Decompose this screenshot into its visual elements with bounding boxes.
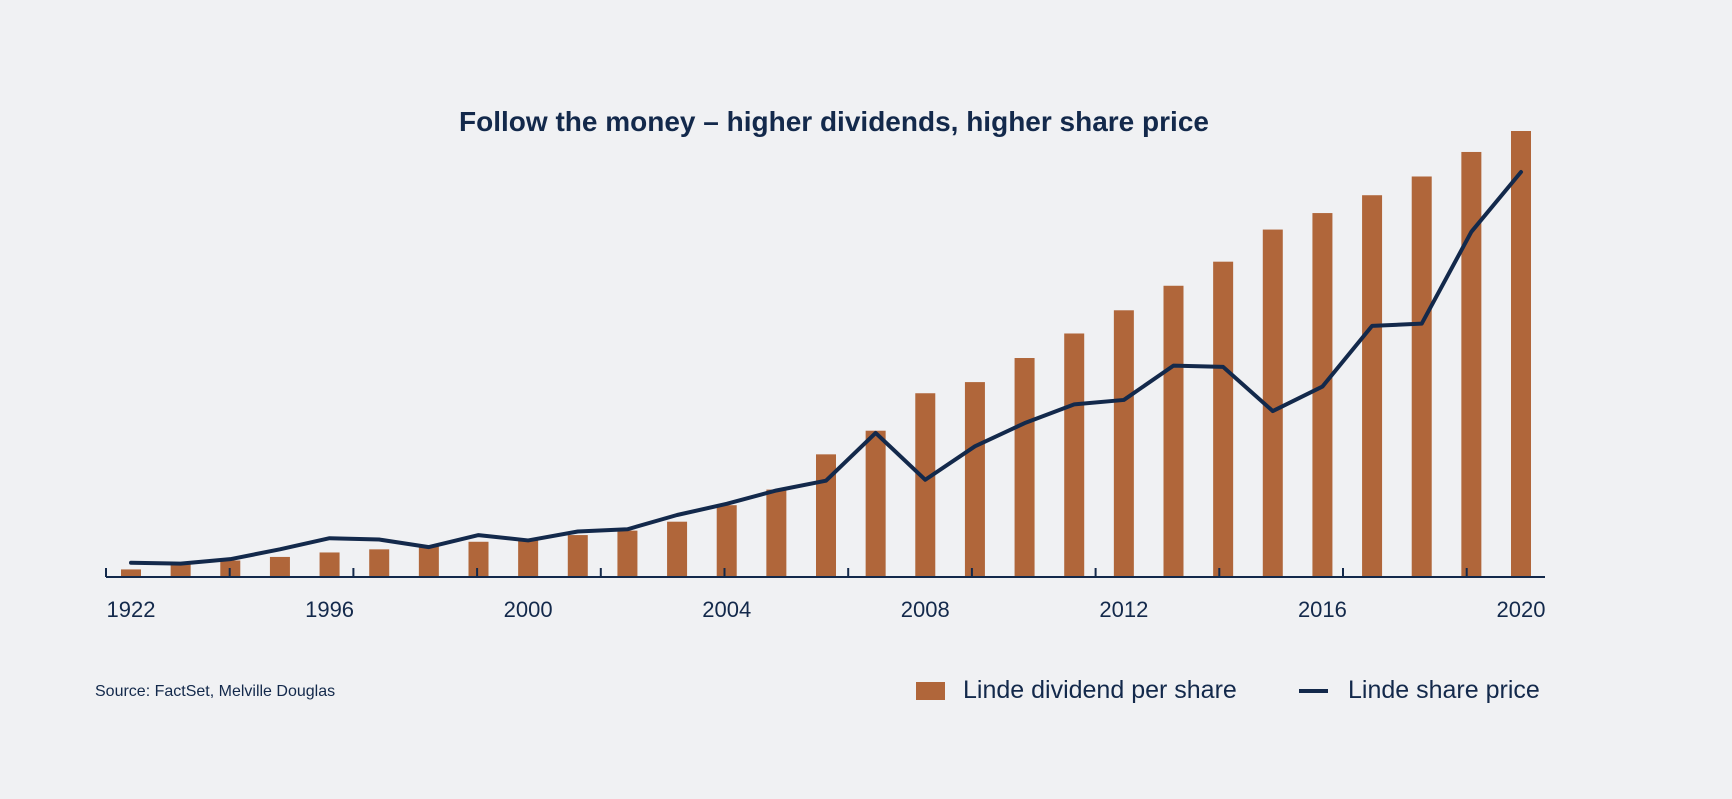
bar-2010 (1014, 358, 1035, 577)
legend-line-swatch (1299, 688, 1328, 693)
bar-2000 (518, 539, 539, 577)
bar-2017 (1362, 195, 1383, 577)
bar-2019 (1461, 151, 1482, 577)
bar-2008 (915, 393, 936, 577)
bar-2007 (865, 430, 886, 577)
bar-2013 (1163, 285, 1184, 577)
bar-2001 (567, 535, 588, 577)
x-tick-label: 2012 (1099, 597, 1148, 622)
x-tick-label: 1996 (305, 597, 354, 622)
x-tick-label: 2004 (702, 597, 751, 622)
legend-item-dividend: Linde dividend per share (916, 676, 1237, 705)
x-tick-label: 2008 (901, 597, 950, 622)
bar-2016 (1312, 213, 1333, 577)
x-tick-label: 2020 (1497, 597, 1546, 622)
bar-1992 (121, 569, 141, 577)
legend-item-price: Linde share price (1299, 676, 1540, 705)
bar-2009 (964, 382, 985, 577)
bar-2014 (1213, 261, 1234, 577)
bar-2018 (1411, 176, 1432, 577)
bar-2005 (766, 489, 787, 577)
bar-2011 (1064, 333, 1085, 577)
bar-1995 (269, 556, 290, 577)
bar-1996 (319, 552, 340, 577)
bar-2004 (716, 505, 737, 577)
x-tick-label: 1922 (107, 597, 156, 622)
share-price-line (129, 170, 1523, 566)
chart-title: Follow the money – higher dividends, hig… (459, 106, 1209, 137)
bar-2006 (816, 454, 836, 577)
bar-2012 (1113, 310, 1134, 577)
legend-label: Linde share price (1348, 676, 1540, 704)
bar-2002 (617, 530, 638, 577)
bar-1998 (418, 546, 439, 577)
source-note: Source: FactSet, Melville Douglas (95, 683, 336, 700)
x-tick-label: 2016 (1298, 597, 1347, 622)
bar-1997 (369, 549, 390, 577)
legend-bar-swatch (916, 681, 945, 700)
bar-2015 (1262, 229, 1283, 578)
bar-2003 (667, 521, 688, 577)
x-tick-label: 2000 (504, 597, 553, 622)
legend-label: Linde dividend per share (963, 676, 1237, 704)
bar-2020 (1511, 131, 1531, 577)
bar-1999 (468, 541, 489, 577)
bar-1993 (170, 563, 191, 577)
